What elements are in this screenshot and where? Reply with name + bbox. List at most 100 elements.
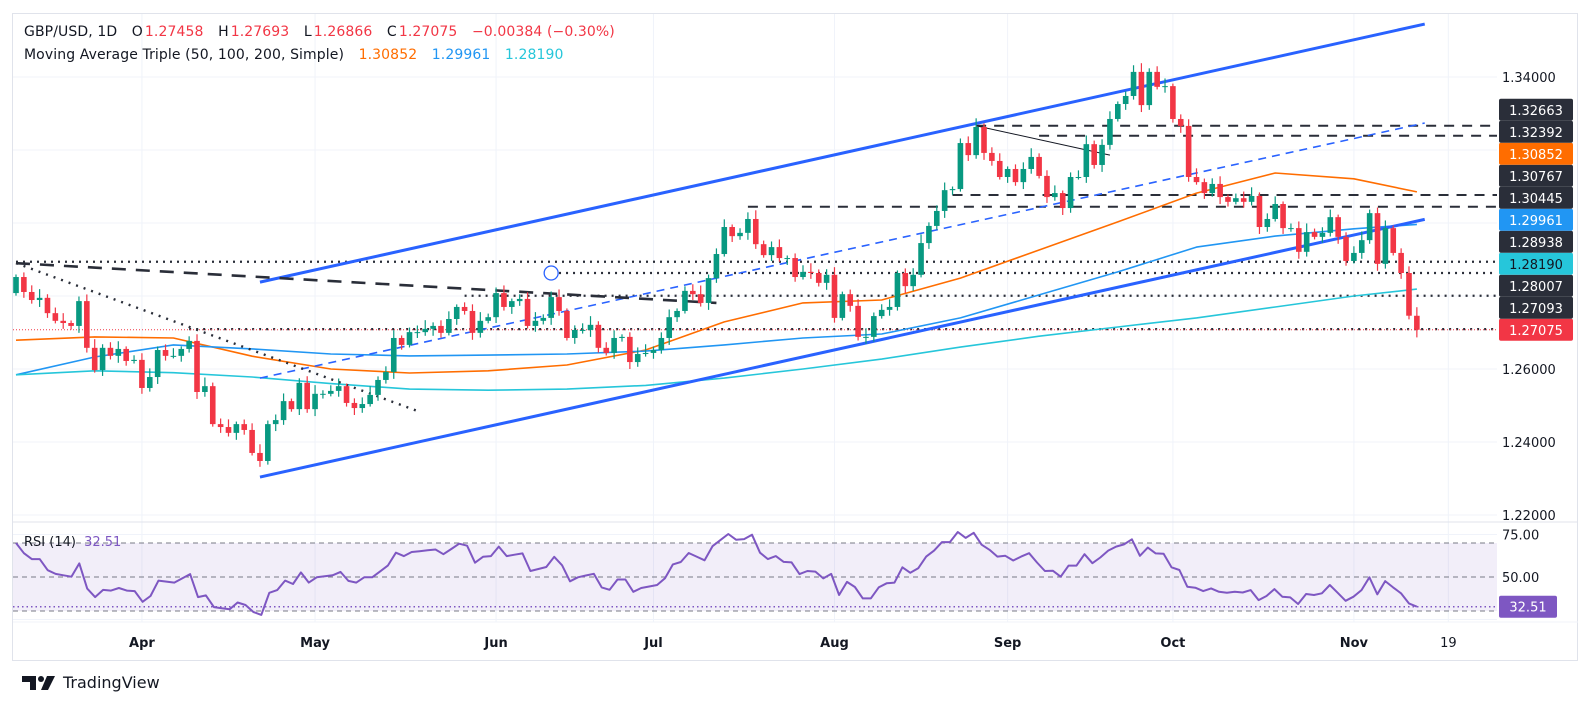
trendline-upper-channel[interactable]	[259, 22, 1426, 284]
candle-body	[186, 340, 192, 349]
candle	[414, 325, 421, 338]
candle-body	[1146, 71, 1153, 106]
price-axis-label: 1.24000	[1502, 436, 1556, 451]
candle-body	[823, 274, 830, 283]
candle-body	[918, 243, 924, 275]
candle-body	[548, 297, 554, 318]
candle	[131, 355, 137, 364]
candle-body	[1374, 213, 1381, 264]
candle	[1170, 83, 1176, 123]
trendline-mid-channel[interactable]	[259, 122, 1425, 379]
candle	[217, 418, 224, 433]
candle-body	[335, 386, 342, 391]
rsi-tag-label: 32.51	[1509, 601, 1546, 616]
candle-body	[76, 301, 82, 326]
candle	[272, 414, 279, 432]
candle	[949, 186, 956, 195]
price-tag-label: 1.32392	[1509, 126, 1563, 141]
candle-body	[233, 424, 240, 433]
candle-body	[863, 336, 869, 338]
candle	[1146, 68, 1153, 110]
candle-body	[587, 324, 594, 330]
candle	[422, 320, 429, 336]
candle	[1288, 223, 1294, 232]
trendline-peak-connector[interactable]	[976, 125, 1111, 156]
candle-body	[84, 301, 90, 348]
price-tag-label: 1.29961	[1509, 214, 1563, 229]
candle	[209, 382, 216, 427]
candle-body	[996, 160, 1003, 178]
price-tag: 1.30852	[1499, 142, 1573, 165]
candle	[1280, 201, 1286, 234]
candle-body	[28, 291, 35, 301]
candle	[249, 423, 255, 456]
candle	[658, 332, 665, 354]
candle	[1052, 185, 1058, 201]
candle	[760, 240, 767, 258]
time-axis-label: Aug	[820, 636, 849, 651]
candle	[21, 272, 27, 298]
candle-body	[926, 225, 932, 244]
symbol-name[interactable]: GBP/USD, 1D	[24, 24, 118, 40]
candle-body	[1020, 168, 1027, 183]
candle	[1264, 213, 1271, 232]
candle	[1256, 192, 1263, 234]
candle	[902, 268, 909, 294]
low-value: 1.26866	[313, 24, 373, 40]
candle-body	[1358, 240, 1365, 253]
candle	[351, 398, 358, 415]
candle-body	[44, 297, 51, 314]
candle	[1115, 101, 1121, 122]
candle-body	[666, 317, 673, 338]
candle	[233, 421, 240, 440]
candle	[1162, 78, 1168, 93]
price-tag-label: 1.27093	[1509, 302, 1563, 317]
candle-body	[162, 350, 169, 356]
candle-body	[965, 143, 972, 156]
price-tag-label: 1.30767	[1509, 170, 1563, 185]
candle-body	[328, 390, 334, 394]
candle-body	[91, 347, 98, 371]
candle	[241, 419, 248, 435]
candle-body	[752, 218, 759, 245]
candle-body	[713, 254, 720, 279]
trendlines[interactable]	[15, 22, 1426, 479]
candle-body	[422, 328, 429, 333]
tradingview-logo[interactable]: TradingView	[22, 673, 160, 692]
candle	[1107, 111, 1113, 150]
price-tag-label: 1.27075	[1509, 324, 1563, 339]
candle	[579, 323, 586, 334]
candle	[1303, 223, 1310, 257]
candle	[1209, 178, 1216, 197]
candle	[1185, 119, 1192, 182]
candle-body	[1272, 204, 1278, 219]
candle-body	[272, 420, 279, 425]
candle	[989, 147, 995, 166]
rsi-title[interactable]: RSI (14)	[24, 535, 76, 550]
trendline-descending-dashed[interactable]	[15, 261, 717, 305]
candle	[477, 312, 484, 338]
candle-body	[1075, 177, 1082, 179]
candle-body	[705, 278, 712, 303]
candle-body	[784, 258, 791, 260]
candle	[847, 289, 854, 312]
candle-body	[509, 301, 515, 307]
price-axis[interactable]: 1.22000 1.24000 1.26000 1.34000 75.00 50.00	[1502, 71, 1556, 586]
candle	[839, 291, 846, 321]
price-tag-bg	[1499, 120, 1573, 143]
candle	[1059, 190, 1066, 215]
candle	[855, 299, 861, 341]
marker-circle[interactable]	[543, 265, 559, 281]
time-axis[interactable]: Apr May Jun Jul Aug Sep Oct Nov 19	[129, 636, 1457, 651]
ma-title[interactable]: Moving Average Triple (50, 100, 200, Sim…	[24, 47, 345, 63]
candle	[1091, 140, 1097, 169]
candle-body	[776, 247, 783, 259]
candle	[894, 270, 901, 311]
trendline-lower-channel[interactable]	[259, 217, 1426, 479]
candle-body	[280, 401, 287, 421]
price-tag-bg	[1499, 208, 1573, 231]
candle	[99, 344, 106, 376]
open-value: 1.27458	[144, 24, 204, 40]
price-tags: 1.27075 1.27093 1.28007 1.28190 1.28938 1.299…	[1499, 98, 1573, 618]
